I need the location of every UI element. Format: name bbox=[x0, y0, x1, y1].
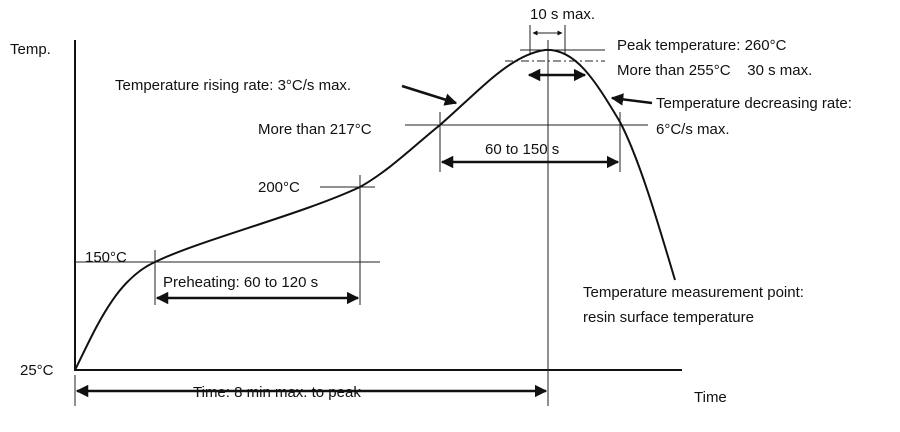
peak-window-label: 10 s max. bbox=[530, 6, 595, 23]
duration-label: 60 to 150 s bbox=[485, 141, 559, 158]
axes bbox=[74, 40, 682, 371]
measurement-label: resin surface temperature bbox=[583, 309, 754, 326]
peak-hold-label: More than 255°C 30 s max. bbox=[617, 62, 812, 79]
temperature-label: 150°C bbox=[85, 249, 127, 266]
arrow bbox=[610, 93, 653, 106]
rate-label: Temperature rising rate: 3°C/s max. bbox=[115, 77, 351, 94]
rate-label: Temperature decreasing rate: bbox=[656, 95, 852, 112]
axis-label: Temp. bbox=[10, 41, 51, 58]
peak-temperature-label: Peak temperature: 260°C bbox=[617, 37, 787, 54]
guide-lines bbox=[74, 25, 648, 406]
duration-label: Preheating: 60 to 120 s bbox=[163, 274, 318, 291]
labels: Temp. Time 25°C 150°C 200°C More than 21… bbox=[10, 6, 852, 406]
temperature-label: 25°C bbox=[20, 362, 54, 379]
rate-label: 6°C/s max. bbox=[656, 121, 730, 138]
axis-label: Time bbox=[694, 389, 727, 406]
measurement-label: Temperature measurement point: bbox=[583, 284, 804, 301]
temperature-label: More than 217°C bbox=[258, 121, 372, 138]
temperature-curve bbox=[74, 48, 676, 371]
arrows bbox=[75, 30, 653, 398]
temperature-label: 200°C bbox=[258, 179, 300, 196]
arrow bbox=[401, 84, 458, 106]
duration-label: Time: 8 min max. to peak bbox=[193, 384, 361, 401]
